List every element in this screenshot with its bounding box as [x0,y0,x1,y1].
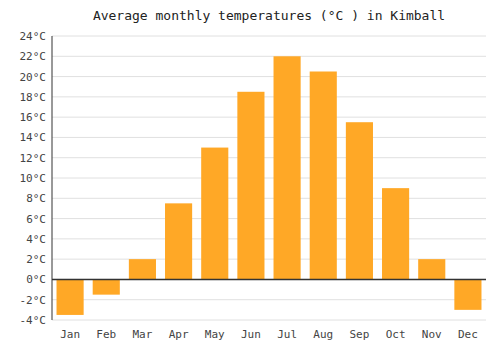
x-tick-label: Dec [458,328,478,341]
grid-line [52,137,486,138]
x-axis: Jan Feb Mar Apr May Jun Jul Aug Sep Oct Nov Dec [60,328,478,341]
bar [346,122,373,279]
y-tick-label: 16°C [20,111,47,124]
page: {"chart_data": {"type": "bar", "title": … [0,0,500,350]
x-tick-label: Jun [241,328,261,341]
grid-line [52,279,486,280]
bar [237,92,264,280]
bars [57,56,482,315]
y-tick-label: 8°C [26,192,46,205]
x-tick-label: Feb [96,328,116,341]
y-tick-label: 22°C [20,50,47,63]
x-tick-label: Nov [422,328,442,341]
zero-line [52,279,486,281]
x-tick-label: Oct [386,328,406,341]
x-tick-label: Sep [349,328,369,341]
grid-line [52,76,486,77]
y-tick-label: -4°C [20,314,47,327]
grid-line [52,157,486,158]
bar [454,279,481,309]
grid-line [52,96,486,97]
y-tick-label: 14°C [20,131,47,144]
y-tick-label: 2°C [26,253,46,266]
y-tick-label: 20°C [20,71,47,84]
bar [165,203,192,279]
chart-container: Average monthly temperatures (°C ) in Ki… [0,0,500,350]
grid-line [52,218,486,219]
title: Average monthly temperatures (°C ) in Ki… [93,8,445,23]
y-tick-label: 0°C [26,273,46,286]
grid-line [52,198,486,199]
x-tick-label: Aug [313,328,333,341]
y-tick-label: 4°C [26,233,46,246]
x-tick-label: Jan [60,328,80,341]
grid-line [52,56,486,57]
bar [201,148,228,280]
y-tick-label: 10°C [20,172,47,185]
x-tick-label: Mar [132,328,152,341]
x-tick-label: Apr [169,328,189,341]
y-tick-label: 18°C [20,91,47,104]
grid-line [52,178,486,179]
y-tick-label: 6°C [26,213,46,226]
bar [310,72,337,280]
x-tick-label: Jul [277,328,297,341]
grid [52,36,486,320]
y-tick-label: 12°C [20,152,47,165]
y-tick-label: 24°C [20,30,47,43]
y-tick-label: -2°C [20,294,47,307]
grid-line [52,320,486,321]
grid-line [52,238,486,239]
bar [93,279,120,294]
y-axis: -4°C -2°C 0°C 2°C 4°C 6°C 8°C 10°C 12°C 14°C 16°C 1… [20,30,47,327]
bar [129,259,156,279]
grid-line [52,299,486,300]
bar [382,188,409,279]
x-tick-label: May [205,328,225,341]
y-axis-line [52,36,53,320]
bar [418,259,445,279]
bar [57,279,84,315]
bar [274,56,301,279]
grid-line [52,36,486,37]
grid-line [52,117,486,118]
chart-svg: Average monthly temperatures (°C ) in Ki… [0,0,500,350]
